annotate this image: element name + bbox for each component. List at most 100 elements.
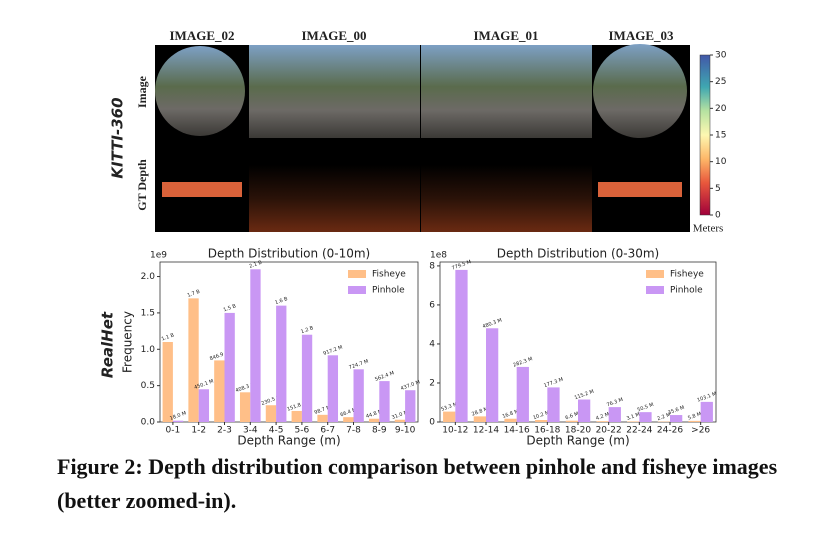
bar (224, 312, 235, 422)
legend-swatch (646, 286, 664, 294)
value-label: 35.6 M (667, 405, 685, 416)
value-label: 44.8 M (365, 408, 383, 419)
bar (343, 417, 354, 422)
x-tick-label: 5-6 (295, 426, 310, 436)
x-tick-label: 1-2 (191, 426, 206, 436)
bar (608, 407, 621, 422)
x-tick-label: 20-22 (596, 426, 622, 436)
y-axis-label: Frequency (121, 311, 135, 373)
value-label: 50.5 M (637, 402, 655, 413)
y-tick-label: 2 (429, 378, 435, 388)
bar (535, 420, 548, 422)
fisheye-image (155, 46, 245, 136)
bar (239, 392, 251, 422)
bar (405, 390, 416, 422)
legend-label: Fisheye (372, 270, 406, 280)
bar (276, 305, 287, 422)
y-tick-label: 4 (429, 339, 435, 349)
y-tick-label: 2.0 (141, 272, 156, 282)
pinhole-depth (421, 165, 592, 232)
value-label: 103.1 M (696, 391, 717, 404)
bar (379, 381, 390, 422)
value-label: 4.2 M (595, 411, 610, 421)
value-label: 1.1 B (161, 332, 176, 342)
bar (443, 411, 456, 422)
bottom-label: RealHet (99, 311, 117, 378)
x-tick-label: 3-4 (243, 426, 258, 436)
colorbar-tick-label: 25 (715, 77, 726, 87)
value-label: 2.2 M (656, 412, 671, 422)
x-tick-label: 6-7 (320, 426, 335, 436)
legend-swatch (646, 270, 664, 278)
x-tick-label: 14-16 (504, 426, 530, 436)
bar (327, 355, 339, 422)
fisheye-depth (598, 182, 682, 197)
value-label: 1.5 B (223, 303, 238, 313)
fisheye-depth (162, 182, 242, 197)
column-label: IMAGE_00 (302, 28, 367, 43)
row-label: Image (135, 75, 149, 108)
caption: Figure 2: Depth distribution comparison … (57, 454, 778, 513)
bar (188, 298, 199, 422)
colorbar-tick-label: 0 (715, 211, 721, 221)
bar (250, 269, 261, 422)
chart-title: Depth Distribution (0-10m) (208, 247, 370, 261)
value-label: 3.1 M (626, 412, 641, 422)
bar (353, 369, 364, 422)
x-tick-label: 0-1 (166, 426, 181, 436)
value-label: 66.4 M (339, 407, 357, 418)
fisheye-image (593, 44, 687, 138)
x-tick-label: >26 (691, 426, 710, 436)
colorbar-tick-label: 10 (715, 157, 727, 167)
y-tick-label: 0.5 (141, 381, 155, 391)
colorbar-label: Meters (693, 223, 724, 235)
value-label: 562.4 M (374, 370, 395, 383)
value-label: 115.2 M (574, 389, 595, 402)
value-label: 1.2 B (300, 325, 315, 335)
x-tick-label: 12-14 (473, 426, 499, 436)
bar (670, 415, 683, 422)
colorbar-tick-label: 5 (715, 184, 721, 194)
x-tick-label: 4-5 (269, 426, 284, 436)
row-label: GT Depth (135, 159, 149, 211)
image-panels (155, 44, 711, 232)
bar (473, 416, 486, 422)
bar (291, 410, 302, 422)
legend-label: Fisheye (670, 270, 704, 280)
value-label: 1.7 B (187, 289, 202, 299)
legend-swatch (348, 270, 366, 278)
bar (578, 399, 591, 422)
colorbar-tick-label: 15 (715, 131, 726, 141)
bar (547, 387, 560, 422)
chart-title: Depth Distribution (0-30m) (497, 247, 659, 261)
x-tick-label: 8-9 (372, 426, 387, 436)
legend-swatch (348, 286, 366, 294)
value-label: 76.3 M (606, 397, 624, 408)
x-tick-label: 18-20 (565, 426, 591, 436)
bar (162, 342, 173, 422)
pinhole-depth (249, 165, 420, 232)
bar (214, 360, 225, 422)
x-axis-label: Depth Range (m) (237, 434, 340, 448)
value-label: 31.0 M (391, 409, 409, 420)
bar (265, 405, 277, 422)
bar (368, 418, 380, 422)
bar (596, 421, 609, 422)
bar (198, 389, 210, 422)
value-label: 480.3 M (482, 317, 503, 330)
value-label: 98.7 M (314, 405, 332, 416)
legend-label: Pinhole (372, 286, 405, 296)
value-label: 10.2 M (532, 410, 550, 421)
bar (394, 419, 406, 422)
y-tick-label: 1.0 (141, 345, 156, 355)
x-axis-label: Depth Range (m) (526, 434, 629, 448)
y-tick-label: 6 (429, 300, 435, 310)
value-label: 18.0 M (169, 410, 187, 421)
bar (455, 269, 468, 422)
column-label: IMAGE_01 (474, 28, 539, 43)
bar (639, 412, 652, 422)
legend-label: Pinhole (670, 286, 703, 296)
bar (317, 414, 328, 422)
